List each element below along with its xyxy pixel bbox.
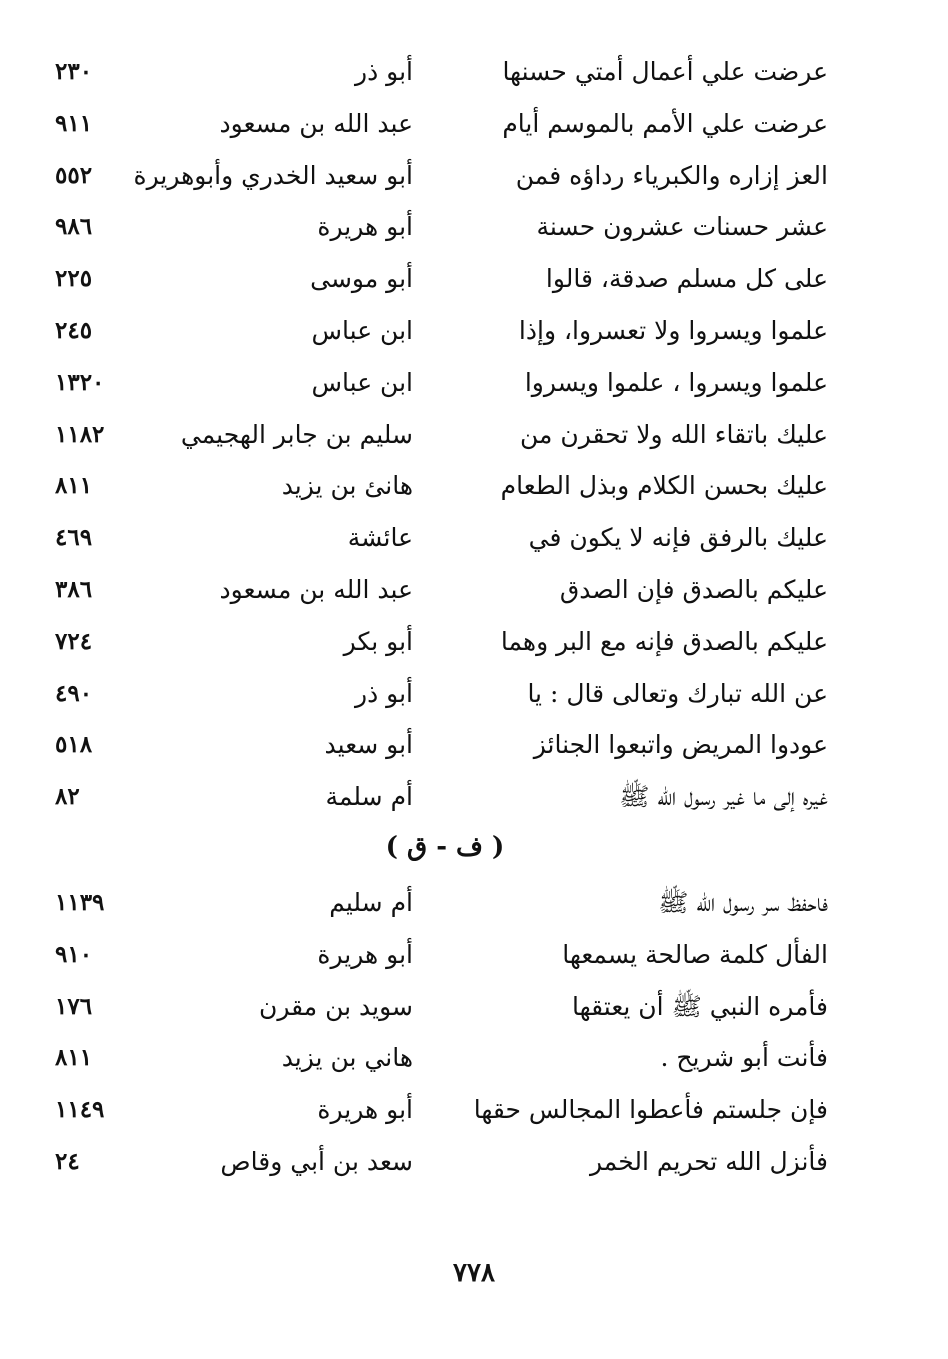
- index-row: عليكم بالصدق فإن الصدق عبد الله بن مسعود ٣…: [0, 570, 948, 610]
- narrator: سليم بن جابر الهجيمي: [180, 419, 413, 449]
- hadith-number: ٢٤: [55, 1148, 80, 1175]
- hadith-text: علموا ويسروا ولا تعسروا، وإذا: [518, 316, 828, 345]
- section-heading: ( ف - ق ): [385, 832, 505, 862]
- hadith-number: ٨٢: [55, 783, 80, 811]
- hadith-text: فإن جلستم فأعطوا المجالس حقها: [473, 1095, 828, 1125]
- hadith-number: ١١٨٢: [55, 420, 105, 448]
- hadith-number: ٧٢٤: [55, 627, 93, 655]
- hadith-text: عليك بالرفق فإنه لا يكون في: [528, 523, 828, 553]
- hadith-number: ١١٤٩: [55, 1096, 105, 1124]
- hadith-number: ١٣٢٠: [55, 368, 105, 396]
- narrator: أبو سعيد: [324, 730, 413, 760]
- narrator: أبو هريرة: [317, 212, 413, 242]
- hadith-text: عن الله تبارك وتعالى قال : يا: [527, 678, 828, 708]
- narrator: هانئ بن يزيد: [281, 471, 413, 501]
- index-row: فأنت أبو شريح . هاني بن يزيد ٨١١: [0, 1038, 948, 1078]
- index-row: العز إزاره والكبرياء رداؤه فمن أبو سعيد ا…: [0, 156, 948, 196]
- narrator: هاني بن يزيد: [281, 1043, 413, 1073]
- narrator: أبو ذر: [355, 678, 413, 708]
- narrator: أبو موسى: [310, 264, 413, 294]
- narrator: أبو بكر: [343, 626, 413, 656]
- hadith-text: عليك بحسن الكلام وبذل الطعام: [500, 471, 828, 501]
- index-row: غيره إلى ما غير رسول الله ﷺ أم سلمة ٨٢: [0, 777, 948, 817]
- narrator: ابن عباس: [311, 316, 413, 345]
- narrator: أم سلمة: [325, 782, 413, 812]
- hadith-number: ٢٢٥: [55, 265, 93, 293]
- index-row: علموا ويسروا ولا تعسروا، وإذا ابن عباس ٢٤٥: [0, 311, 948, 351]
- index-row: فاحفظ سر رسول الله ﷺ أم سليم ١١٣٩: [0, 883, 948, 923]
- hadith-number: ٩١٠: [55, 940, 93, 968]
- hadith-number: ٢٤٥: [55, 317, 93, 344]
- hadith-text: فأنت أبو شريح .: [660, 1043, 828, 1073]
- hadith-text: عشر حسنات عشرون حسنة: [536, 212, 828, 242]
- page-number: ٧٧٨: [453, 1258, 495, 1288]
- index-row: عليك بالرفق فإنه لا يكون في عائشة ٤٦٩: [0, 518, 948, 558]
- narrator: أبو هريرة: [317, 939, 413, 969]
- index-row: فإن جلستم فأعطوا المجالس حقها أبو هريرة ١١…: [0, 1090, 948, 1130]
- index-row: عودوا المريض واتبعوا الجنائز أبو سعيد ٥١٨: [0, 725, 948, 765]
- hadith-text: على كل مسلم صدقة، قالوا: [545, 264, 828, 294]
- hadith-text: فأمره النبي ﷺ أن يعتقها: [572, 991, 828, 1021]
- index-row: عشر حسنات عشرون حسنة أبو هريرة ٩٨٦: [0, 207, 948, 247]
- narrator: سعد بن أبي وقاص: [220, 1147, 413, 1176]
- index-row: عرضت علي أعمال أمتي حسنها أبو ذر ٢٣٠: [0, 52, 948, 92]
- narrator: عبد الله بن مسعود: [219, 575, 413, 604]
- hadith-text: عليكم بالصدق فإن الصدق: [559, 575, 828, 604]
- hadith-text: الفأل كلمة صالحة يسمعها: [562, 939, 828, 969]
- hadith-text: العز إزاره والكبرياء رداؤه فمن: [515, 160, 828, 190]
- hadith-number: ٤٩٠: [55, 679, 93, 707]
- index-row: فأمره النبي ﷺ أن يعتقها سويد بن مقرن ١٧٦: [0, 987, 948, 1027]
- narrator: أم سليم: [329, 888, 413, 917]
- narrator: أبو ذر: [355, 57, 413, 86]
- hadith-number: ٩٨٦: [55, 213, 93, 241]
- hadith-text: عليك باتقاء الله ولا تحقرن من: [520, 419, 828, 449]
- narrator: عبد الله بن مسعود: [219, 108, 413, 138]
- hadith-number: ٨١١: [55, 1044, 93, 1072]
- hadith-text: علموا ويسروا ، علموا ويسروا: [524, 367, 828, 397]
- narrator: أبو هريرة: [317, 1095, 413, 1125]
- index-row: عن الله تبارك وتعالى قال : يا أبو ذر ٤٩٠: [0, 674, 948, 714]
- narrator: ابن عباس: [311, 367, 413, 397]
- hadith-text: غيره إلى ما غير رسول الله ﷺ: [619, 782, 828, 812]
- hadith-text: عودوا المريض واتبعوا الجنائز: [533, 730, 828, 760]
- index-row: على كل مسلم صدقة، قالوا أبو موسى ٢٢٥: [0, 259, 948, 299]
- index-row: عرضت علي الأمم بالموسم أيام عبد الله بن م…: [0, 104, 948, 144]
- hadith-text: عرضت علي الأمم بالموسم أيام: [502, 108, 828, 138]
- hadith-number: ٨١١: [55, 472, 93, 500]
- index-row: الفأل كلمة صالحة يسمعها أبو هريرة ٩١٠: [0, 935, 948, 975]
- hadith-number: ٥٥٢: [55, 161, 93, 189]
- hadith-number: ٩١١: [55, 109, 93, 137]
- index-row: عليكم بالصدق فإنه مع البر وهما أبو بكر ٧٢٤: [0, 622, 948, 662]
- index-row: عليك باتقاء الله ولا تحقرن من سليم بن جاب…: [0, 415, 948, 455]
- hadith-number: ٣٨٦: [55, 576, 93, 603]
- narrator: أبو سعيد الخدري وأبوهريرة: [133, 160, 413, 190]
- hadith-text: فأنزل الله تحريم الخمر: [589, 1147, 828, 1176]
- hadith-text: فاحفظ سر رسول الله ﷺ: [658, 888, 828, 917]
- index-row: عليك بحسن الكلام وبذل الطعام هانئ بن يزيد…: [0, 466, 948, 506]
- hadith-number: ٤٦٩: [55, 524, 93, 552]
- narrator: سويد بن مقرن: [258, 991, 413, 1021]
- index-row: علموا ويسروا ، علموا ويسروا ابن عباس ١٣٢٠: [0, 363, 948, 403]
- hadith-number: ١٧٦: [55, 992, 93, 1020]
- hadith-number: ٢٣٠: [55, 58, 93, 85]
- hadith-number: ٥١٨: [55, 731, 93, 759]
- hadith-number: ١١٣٩: [55, 889, 105, 916]
- hadith-text: عرضت علي أعمال أمتي حسنها: [502, 57, 828, 86]
- hadith-text: عليكم بالصدق فإنه مع البر وهما: [500, 626, 828, 656]
- narrator: عائشة: [347, 523, 413, 553]
- index-row: فأنزل الله تحريم الخمر سعد بن أبي وقاص ٢٤: [0, 1142, 948, 1182]
